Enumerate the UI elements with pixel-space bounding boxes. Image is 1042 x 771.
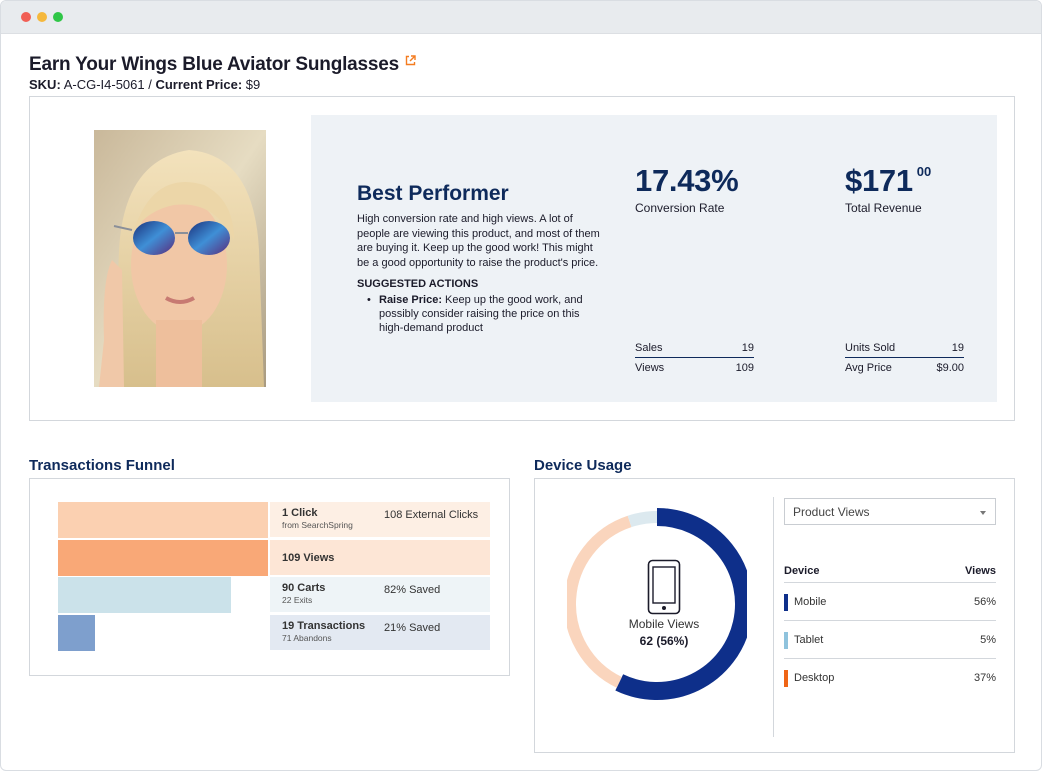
views-value: 109: [735, 362, 754, 374]
device-usage-title: Device Usage: [534, 457, 632, 474]
metric-select-value: Product Views: [793, 505, 870, 519]
avg-price-label: Avg Price: [845, 362, 892, 374]
performance-description: High conversion rate and high views. A l…: [357, 213, 600, 269]
price-label: Current Price:: [155, 77, 243, 92]
device-row-mobile: Mobile 56%: [784, 583, 996, 621]
performance-panel: Best Performer High conversion rate and …: [311, 115, 997, 402]
product-meta: SKU: A-CG-I4-5061 / Current Price: $9: [29, 77, 260, 92]
legend-swatch: [784, 594, 788, 611]
meta-separator: /: [144, 77, 156, 92]
funnel-step-main: 90 Carts: [282, 582, 326, 594]
device-row-desktop: Desktop 37%: [784, 659, 996, 697]
device-usage-card: Mobile Views 62 (56%) Product Views Devi…: [534, 478, 1015, 753]
chevron-down-icon: [980, 511, 986, 515]
action-label: Raise Price:: [379, 294, 442, 306]
funnel-step-note: 21% Saved: [384, 621, 441, 634]
legend-swatch: [784, 632, 788, 649]
units-sold-value: 19: [951, 342, 964, 354]
device-views: 37%: [973, 672, 996, 684]
metric-select[interactable]: Product Views: [784, 498, 996, 525]
transactions-funnel-card: 1 Click from SearchSpring 108 External Cli…: [29, 478, 510, 676]
funnel-bar: [58, 539, 268, 576]
device-views: 5%: [980, 634, 996, 646]
sales-label: Sales: [635, 342, 663, 354]
funnel-bar: [58, 614, 95, 651]
price-value: $9: [245, 77, 261, 92]
units-sold-row: Units Sold 19: [845, 339, 964, 358]
suggested-actions-heading: SUGGESTED ACTIONS: [357, 278, 479, 290]
performance-title: Best Performer: [357, 182, 509, 205]
views-row: Views 109: [635, 359, 754, 378]
funnel-step-main: 109 Views: [282, 551, 335, 564]
device-table: Device Views Mobile 56% Tablet 5% Desktop 37%: [784, 562, 996, 697]
revenue-dollars: $171: [845, 163, 913, 198]
funnel-step-row: 90 Carts 22 Exits 82% Saved: [270, 577, 490, 612]
funnel-step-row: 1 Click from SearchSpring 108 External Cli…: [270, 502, 490, 537]
funnel-step-main: 19 Transactions: [282, 619, 366, 632]
product-overview-card: Best Performer High conversion rate and …: [29, 96, 1015, 421]
product-photo: [94, 130, 266, 387]
bullet-icon: •: [367, 294, 371, 306]
device-row-tablet: Tablet 5%: [784, 621, 996, 659]
sku-value: A-CG-I4-5061: [63, 77, 145, 92]
device-name: Desktop: [794, 672, 835, 684]
mobile-phone-icon: [647, 559, 681, 620]
minimize-window-button[interactable]: [37, 12, 47, 22]
device-name: Tablet: [794, 634, 824, 646]
avg-price-row: Avg Price $9.00: [845, 359, 964, 378]
sales-row: Sales 19: [635, 339, 754, 358]
conversion-rate-value: 17.43%: [635, 163, 739, 198]
views-column-header: Views: [965, 565, 996, 577]
views-label: Views: [635, 362, 665, 374]
device-table-header: Device Views: [784, 562, 996, 583]
donut-center-label: Mobile Views: [628, 617, 700, 631]
revenue-cents: 00: [916, 164, 932, 179]
sales-value: 19: [741, 342, 754, 354]
transactions-funnel-title: Transactions Funnel: [29, 457, 175, 474]
donut-center-value: 62 (56%): [639, 634, 689, 648]
external-link-icon[interactable]: [405, 50, 416, 72]
avg-price-value: $9.00: [936, 362, 964, 374]
device-column-header: Device: [784, 565, 820, 577]
legend-swatch: [784, 670, 788, 687]
total-revenue-value: $171 00: [845, 163, 931, 199]
suggested-actions-list: • Raise Price: Keep up the good work, an…: [363, 293, 593, 335]
funnel-step-sub: 22 Exits: [282, 595, 313, 605]
funnel-step-sub: 71 Abandons: [282, 632, 332, 643]
funnel-step-row: 109 Views: [270, 539, 490, 575]
funnel-step-sub: from SearchSpring: [282, 520, 353, 530]
units-sold-label: Units Sold: [845, 342, 896, 354]
funnel-step-note: 82% Saved: [384, 584, 441, 596]
device-rows: Mobile 56% Tablet 5% Desktop 37%: [784, 583, 996, 697]
funnel-step-main: 1 Click: [282, 507, 318, 519]
funnel-bar: [58, 502, 268, 538]
product-title: Earn Your Wings Blue Aviator Sunglasses: [29, 54, 400, 75]
units-price-stats: Units Sold 19 Avg Price $9.00: [845, 339, 964, 378]
device-views: 56%: [973, 596, 996, 608]
conversion-rate-label: Conversion Rate: [635, 201, 725, 215]
donut-slice-tablet: [627, 511, 658, 528]
total-revenue-label: Total Revenue: [845, 201, 922, 215]
donut-slice-desktop: [567, 515, 632, 688]
close-window-button[interactable]: [21, 12, 31, 22]
device-name: Mobile: [794, 596, 827, 608]
maximize-window-button[interactable]: [53, 12, 63, 22]
sales-views-stats: Sales 19 Views 109: [635, 339, 754, 378]
donut-slice-mobile: [615, 508, 747, 700]
vertical-divider: [773, 497, 774, 737]
page-title: Earn Your Wings Blue Aviator Sunglasses: [29, 50, 416, 76]
suggested-action-item: Raise Price: Keep up the good work, and …: [363, 293, 593, 335]
window-titlebar: [1, 1, 1041, 34]
sku-label: SKU:: [29, 77, 61, 92]
funnel-step-row: 19 Transactions 71 Abandons 21% Saved: [270, 614, 490, 650]
device-donut-chart: [567, 508, 747, 700]
action-text: Keep up the good work, and possibly cons…: [379, 294, 583, 334]
funnel-bar: [58, 577, 231, 613]
funnel-step-note: 108 External Clicks: [384, 509, 479, 521]
